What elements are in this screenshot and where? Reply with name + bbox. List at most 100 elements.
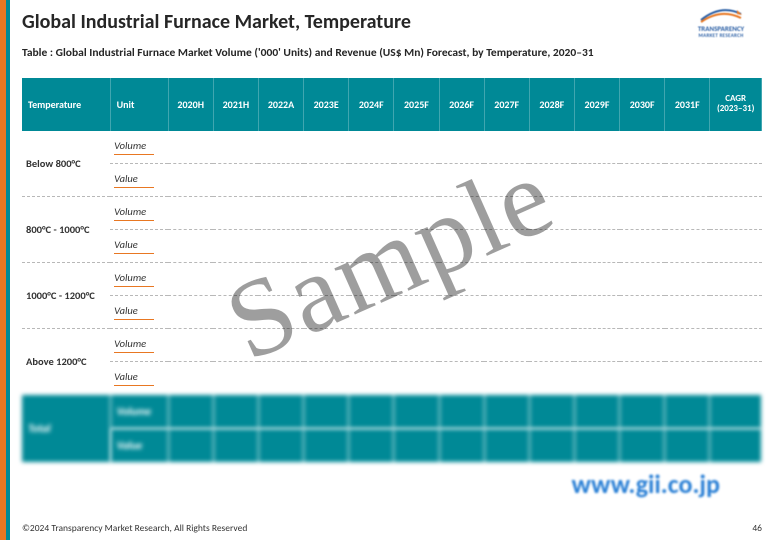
data-cell [574, 131, 619, 164]
data-cell [484, 229, 529, 262]
data-cell [168, 295, 213, 328]
data-cell [349, 163, 394, 196]
data-cell [304, 163, 349, 196]
data-cell [349, 131, 394, 164]
data-cell [349, 295, 394, 328]
data-cell [484, 196, 529, 229]
data-cell [710, 131, 762, 164]
copyright-text: ©2024 Transparency Market Research, All … [22, 522, 247, 534]
data-cell [439, 262, 484, 295]
data-cell [394, 295, 439, 328]
col-year: 2020H [168, 78, 213, 131]
table-row: Value [22, 229, 762, 262]
table-row: Value [22, 163, 762, 196]
table-row: Value [22, 295, 762, 328]
data-cell [394, 262, 439, 295]
col-year: 2025F [394, 78, 439, 131]
data-cell [168, 394, 213, 428]
col-year: 2022A [258, 78, 303, 131]
data-cell [574, 428, 619, 462]
data-cell [304, 361, 349, 394]
data-cell [349, 428, 394, 462]
table-foot: Total Volume Value [22, 394, 762, 462]
table-caption: Table : Global Industrial Furnace Market… [22, 46, 762, 60]
data-cell [665, 229, 710, 262]
total-unсо: Value [110, 428, 168, 462]
unit-cell: Volume [110, 131, 168, 164]
category-cell: 800°C - 1000°C [22, 196, 110, 262]
col-year: 2026F [439, 78, 484, 131]
data-cell [394, 229, 439, 262]
data-cell [213, 262, 258, 295]
unit-cell: Volume [110, 328, 168, 361]
data-cell [574, 163, 619, 196]
data-cell [620, 428, 665, 462]
table-row: 1000°C - 1200°C Volume [22, 262, 762, 295]
data-cell [213, 328, 258, 361]
page-number: 46 [752, 522, 762, 534]
data-cell [439, 196, 484, 229]
data-cell [258, 196, 303, 229]
data-cell [665, 328, 710, 361]
data-cell [710, 262, 762, 295]
data-cell [439, 361, 484, 394]
data-cell [304, 229, 349, 262]
data-cell [484, 163, 529, 196]
data-cell [620, 394, 665, 428]
left-accent-bar-inner [6, 0, 10, 540]
data-cell [620, 262, 665, 295]
table-row: Value [22, 361, 762, 394]
data-cell [394, 163, 439, 196]
data-cell [620, 295, 665, 328]
data-cell [213, 428, 258, 462]
data-cell [168, 361, 213, 394]
category-cell: Below 800°C [22, 131, 110, 197]
data-cell [529, 394, 574, 428]
data-cell [529, 262, 574, 295]
data-cell [710, 428, 762, 462]
data-cell [168, 328, 213, 361]
data-cell [529, 295, 574, 328]
data-cell [529, 328, 574, 361]
slide-body: Global Industrial Furnace Market, Temper… [22, 10, 762, 512]
data-cell [304, 131, 349, 164]
col-cagr: CAGR (2023–31) [710, 78, 762, 131]
forecast-table: Temperature Unit 2020H 2021H 2022A 2023E… [22, 78, 762, 462]
data-cell [710, 196, 762, 229]
data-cell [258, 361, 303, 394]
data-cell [710, 328, 762, 361]
unit-label: Value [114, 304, 154, 320]
data-cell [258, 428, 303, 462]
data-cell [213, 163, 258, 196]
data-cell [439, 428, 484, 462]
data-cell [529, 131, 574, 164]
data-cell [394, 131, 439, 164]
data-cell [168, 229, 213, 262]
unit-cell: Value [110, 229, 168, 262]
col-year: 2023E [304, 78, 349, 131]
slide-footer: ©2024 Transparency Market Research, All … [22, 522, 762, 534]
data-cell [665, 394, 710, 428]
table-head: Temperature Unit 2020H 2021H 2022A 2023E… [22, 78, 762, 131]
data-cell [574, 394, 619, 428]
data-cell [349, 196, 394, 229]
data-cell [304, 196, 349, 229]
col-temperature: Temperature [22, 78, 110, 131]
data-cell [484, 328, 529, 361]
data-cell [665, 428, 710, 462]
data-cell [710, 361, 762, 394]
data-cell [665, 163, 710, 196]
data-cell [710, 295, 762, 328]
data-cell [349, 394, 394, 428]
table-row: 800°C - 1000°C Volume [22, 196, 762, 229]
data-cell [213, 196, 258, 229]
col-year: 2030F [620, 78, 665, 131]
forecast-table-wrap: Temperature Unit 2020H 2021H 2022A 2023E… [22, 78, 762, 462]
unit-label: Volume [114, 139, 154, 155]
data-cell [168, 131, 213, 164]
data-cell [620, 328, 665, 361]
data-cell [258, 131, 303, 164]
unit-cell: Volume [110, 196, 168, 229]
data-cell [168, 262, 213, 295]
unit-label: Volume [114, 271, 154, 287]
